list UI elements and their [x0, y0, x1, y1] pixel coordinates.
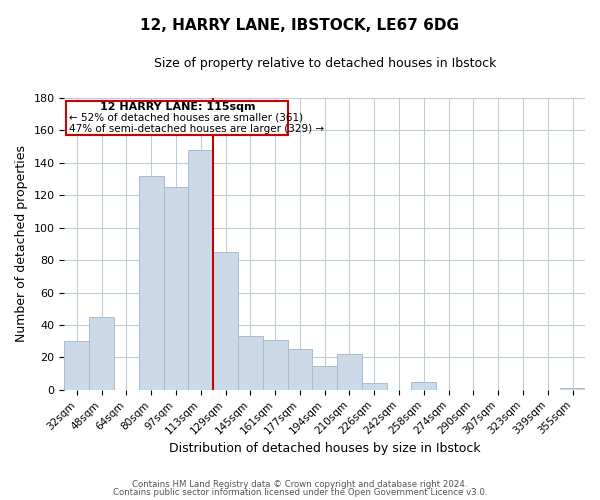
Bar: [188, 150, 213, 390]
Bar: [238, 336, 263, 390]
Bar: [337, 354, 362, 390]
Text: Contains HM Land Registry data © Crown copyright and database right 2024.: Contains HM Land Registry data © Crown c…: [132, 480, 468, 489]
Y-axis label: Number of detached properties: Number of detached properties: [15, 146, 28, 342]
Text: 12, HARRY LANE, IBSTOCK, LE67 6DG: 12, HARRY LANE, IBSTOCK, LE67 6DG: [140, 18, 460, 32]
Text: ← 52% of detached houses are smaller (361): ← 52% of detached houses are smaller (36…: [70, 112, 304, 122]
Bar: [164, 187, 188, 390]
Text: Contains public sector information licensed under the Open Government Licence v3: Contains public sector information licen…: [113, 488, 487, 497]
Bar: [287, 350, 313, 390]
Bar: [313, 366, 337, 390]
Bar: [263, 340, 287, 390]
Bar: [64, 341, 89, 390]
Bar: [560, 388, 585, 390]
Bar: [139, 176, 164, 390]
Bar: [362, 384, 386, 390]
Title: Size of property relative to detached houses in Ibstock: Size of property relative to detached ho…: [154, 58, 496, 70]
Text: 12 HARRY LANE: 115sqm: 12 HARRY LANE: 115sqm: [100, 102, 256, 112]
Text: 47% of semi-detached houses are larger (329) →: 47% of semi-detached houses are larger (…: [70, 124, 325, 134]
Bar: [213, 252, 238, 390]
X-axis label: Distribution of detached houses by size in Ibstock: Distribution of detached houses by size …: [169, 442, 481, 455]
FancyBboxPatch shape: [65, 102, 287, 136]
Bar: [412, 382, 436, 390]
Bar: [89, 317, 114, 390]
